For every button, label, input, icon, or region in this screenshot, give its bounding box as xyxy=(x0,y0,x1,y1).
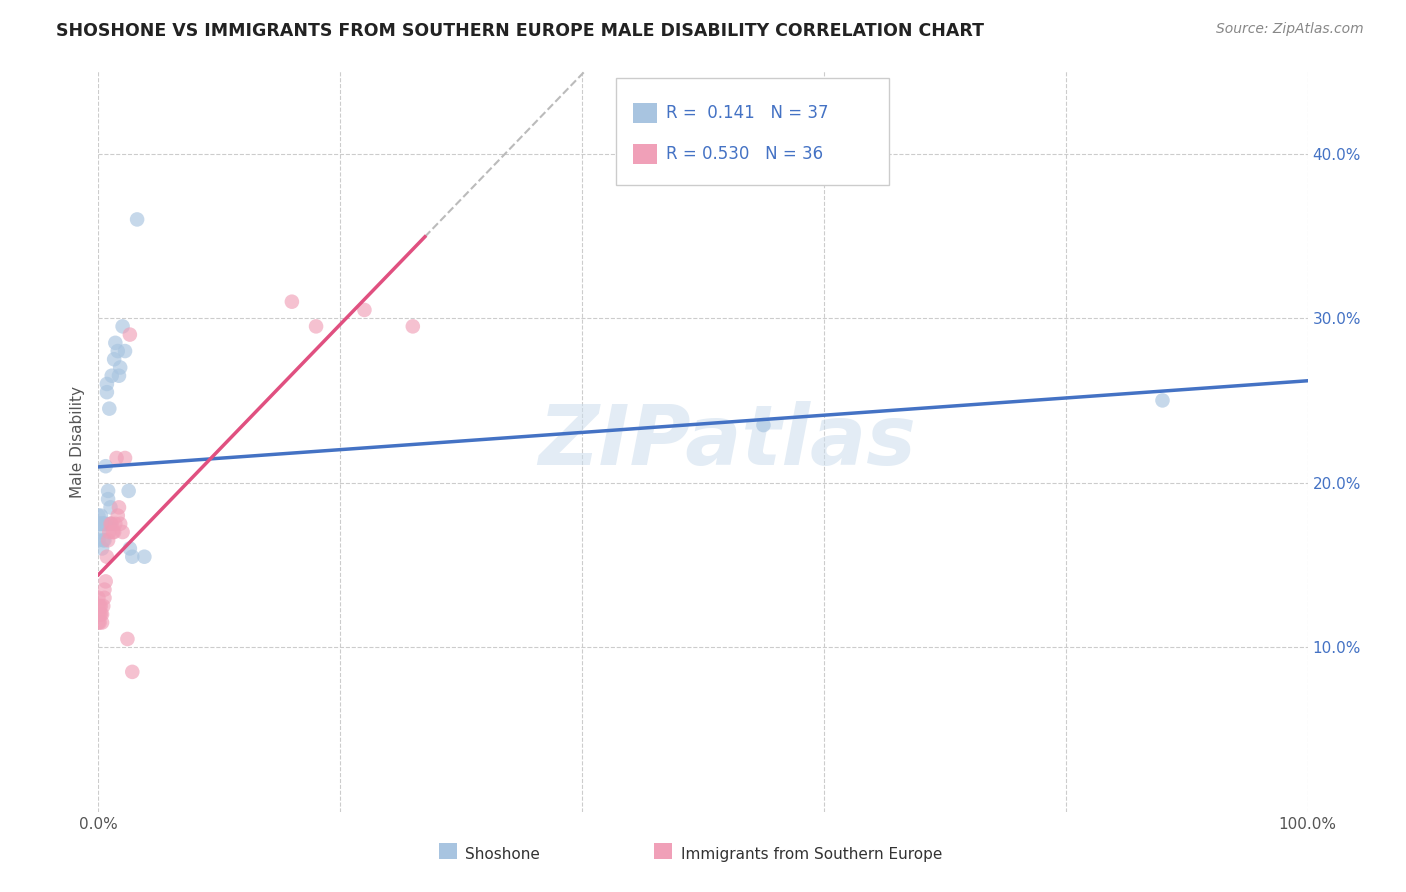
Point xyxy=(89,599,111,613)
Point xyxy=(1152,393,1174,408)
Point xyxy=(97,483,120,498)
Point xyxy=(353,302,375,317)
Point xyxy=(90,607,112,622)
Point xyxy=(90,599,112,613)
Point xyxy=(91,516,114,531)
Text: R =  0.141   N = 37: R = 0.141 N = 37 xyxy=(666,104,830,122)
Point xyxy=(87,508,110,523)
Point xyxy=(108,500,131,515)
Point xyxy=(87,591,110,605)
Point xyxy=(108,368,131,383)
Point xyxy=(111,524,134,539)
Point xyxy=(94,574,117,589)
Point xyxy=(87,615,110,630)
Point xyxy=(100,500,122,515)
Point xyxy=(90,516,112,531)
Point xyxy=(127,212,149,227)
Point xyxy=(87,607,110,622)
Point xyxy=(100,516,122,531)
Point xyxy=(89,516,111,531)
Point xyxy=(105,450,128,465)
Point xyxy=(91,607,114,622)
Point xyxy=(103,524,125,539)
Point xyxy=(118,327,141,342)
Text: ZIPatlas: ZIPatlas xyxy=(538,401,917,482)
Point xyxy=(752,418,775,433)
Point xyxy=(90,508,112,523)
Point xyxy=(89,615,111,630)
Point xyxy=(104,335,127,350)
Text: Shoshone: Shoshone xyxy=(465,847,540,862)
Point xyxy=(97,533,120,548)
Point xyxy=(91,533,114,548)
Point xyxy=(91,615,114,630)
Point xyxy=(96,385,118,400)
Point xyxy=(121,665,143,679)
Point xyxy=(100,516,122,531)
Point xyxy=(87,516,110,531)
Point xyxy=(111,319,134,334)
Point xyxy=(93,582,115,597)
Point xyxy=(108,360,131,375)
Point xyxy=(91,599,114,613)
Point xyxy=(89,607,111,622)
Point xyxy=(100,368,122,383)
Point xyxy=(98,524,121,539)
Point xyxy=(98,401,121,416)
Point xyxy=(87,533,110,548)
Point xyxy=(402,319,425,334)
Point xyxy=(91,516,114,531)
Point xyxy=(108,516,131,531)
Point xyxy=(118,483,141,498)
Point xyxy=(305,319,328,334)
Point xyxy=(94,516,117,531)
Point xyxy=(93,516,115,531)
Point xyxy=(94,459,117,474)
Point xyxy=(87,599,110,613)
Y-axis label: Male Disability: Male Disability xyxy=(69,385,84,498)
Point xyxy=(134,549,156,564)
Text: Source: ZipAtlas.com: Source: ZipAtlas.com xyxy=(1216,22,1364,37)
Point xyxy=(93,591,115,605)
Point xyxy=(118,541,141,556)
Point xyxy=(100,516,122,531)
Text: R = 0.530   N = 36: R = 0.530 N = 36 xyxy=(666,145,824,163)
Point xyxy=(91,541,114,556)
Point xyxy=(97,492,120,507)
Point xyxy=(101,524,124,539)
Text: SHOSHONE VS IMMIGRANTS FROM SOUTHERN EUROPE MALE DISABILITY CORRELATION CHART: SHOSHONE VS IMMIGRANTS FROM SOUTHERN EUR… xyxy=(56,22,984,40)
Point xyxy=(93,533,115,548)
Point xyxy=(96,549,118,564)
Point xyxy=(107,344,129,359)
Point xyxy=(107,508,129,523)
Point xyxy=(96,376,118,391)
Point xyxy=(121,549,143,564)
Point xyxy=(114,450,136,465)
Point xyxy=(103,352,125,367)
Text: Immigrants from Southern Europe: Immigrants from Southern Europe xyxy=(681,847,942,862)
Point xyxy=(89,524,111,539)
Point xyxy=(281,294,304,309)
Point xyxy=(114,344,136,359)
Point xyxy=(117,632,139,646)
Point xyxy=(104,516,127,531)
